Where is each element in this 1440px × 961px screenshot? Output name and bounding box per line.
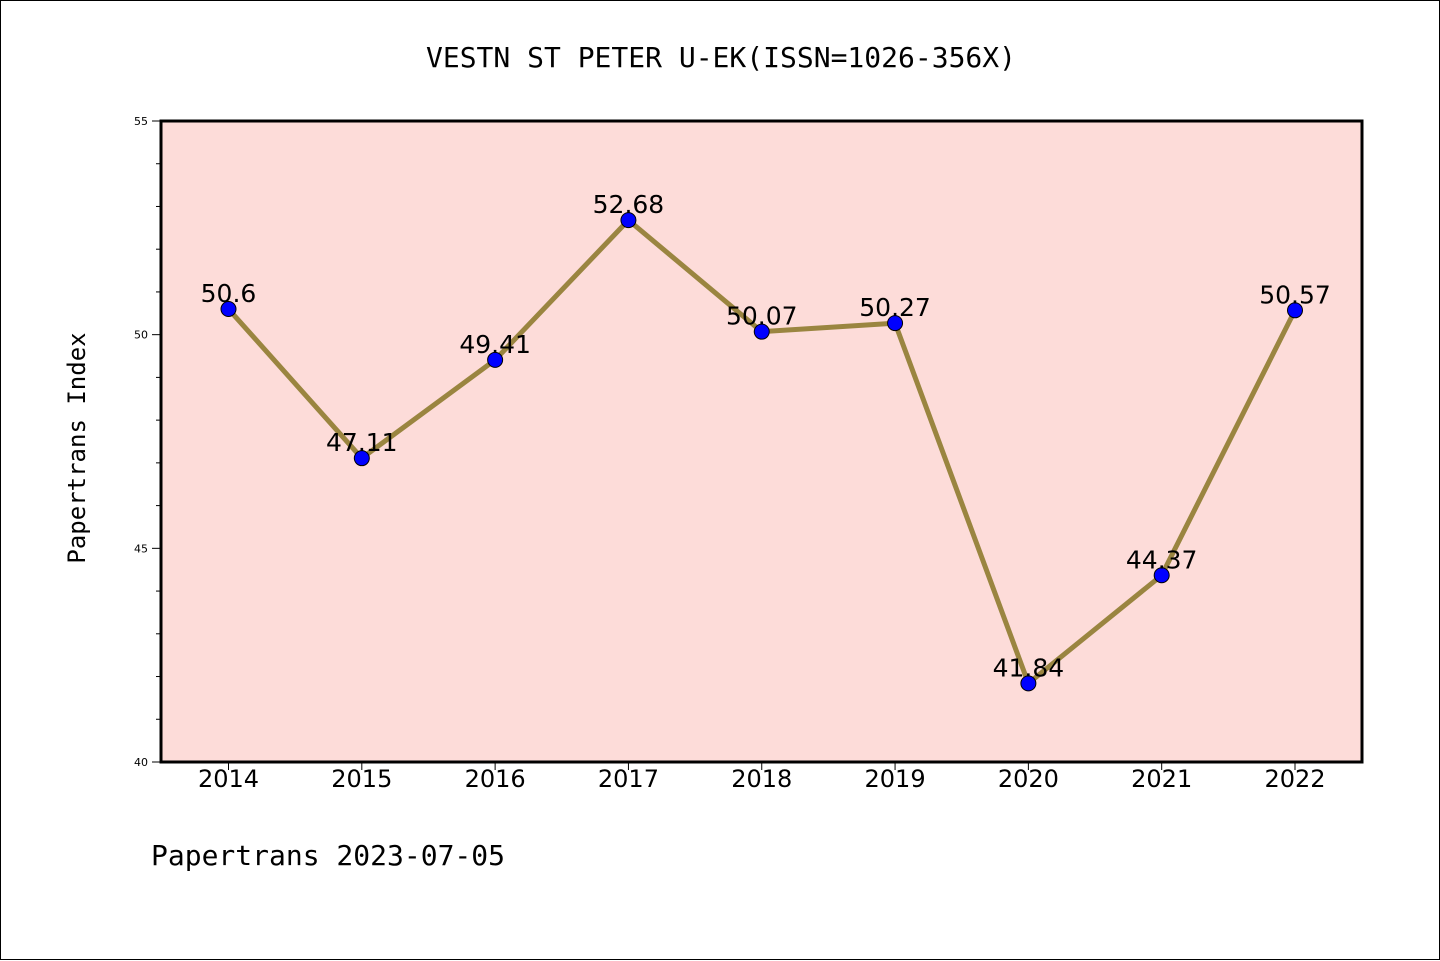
data-label: 50.6	[201, 279, 257, 308]
data-label: 50.07	[726, 302, 798, 331]
data-point-marker	[1153, 567, 1170, 584]
data-labels-group: 50.6 47.11 49.41 52.68 50.07 50.27 41.84 44.37 5…	[201, 190, 1331, 682]
data-label: 49.41	[459, 330, 531, 359]
data-label: 50.57	[1259, 280, 1331, 309]
x-tick-label: 2017	[598, 765, 659, 793]
x-tick-label: 2022	[1264, 765, 1325, 793]
y-tick-label: 45	[134, 542, 148, 555]
markers-group	[220, 212, 1303, 692]
x-tick-label: 2018	[731, 765, 792, 793]
data-point-marker	[353, 450, 370, 467]
footer-text: Papertrans 2023-07-05	[151, 839, 505, 872]
x-tick-label: 2015	[331, 765, 392, 793]
x-tick-label: 2020	[998, 765, 1059, 793]
data-point-marker	[753, 323, 770, 340]
y-tick-label: 50	[134, 329, 148, 342]
x-tick-label: 2014	[198, 765, 259, 793]
x-tick-label: 2019	[865, 765, 926, 793]
data-label: 50.27	[859, 293, 931, 322]
x-tick-label: 2021	[1131, 765, 1192, 793]
plot-area	[159, 119, 1364, 764]
data-point-marker	[1020, 675, 1037, 692]
data-point-marker	[1287, 302, 1303, 319]
data-point-marker	[887, 315, 904, 332]
data-point-marker	[487, 351, 504, 368]
y-tick-label: 40	[134, 756, 148, 769]
data-label: 41.84	[993, 653, 1065, 682]
data-point-marker	[220, 301, 237, 318]
data-point-marker	[620, 212, 637, 229]
x-tick-label: 2016	[465, 765, 526, 793]
y-ticks: 40 45 50 55	[134, 115, 161, 769]
x-ticks: 2014 2015 2016 2017 2018 2019 2020 2021 2022	[198, 762, 1326, 793]
y-axis-label: Papertrans Index	[63, 332, 91, 563]
y-tick-label: 55	[134, 115, 148, 128]
data-label: 44.37	[1126, 545, 1198, 574]
y-minor-ticks	[156, 163, 161, 720]
chart-title: VESTN ST PETER U-EK(ISSN=1026-356X)	[426, 41, 1016, 74]
data-label: 52.68	[593, 190, 665, 219]
data-label: 47.11	[326, 428, 398, 457]
